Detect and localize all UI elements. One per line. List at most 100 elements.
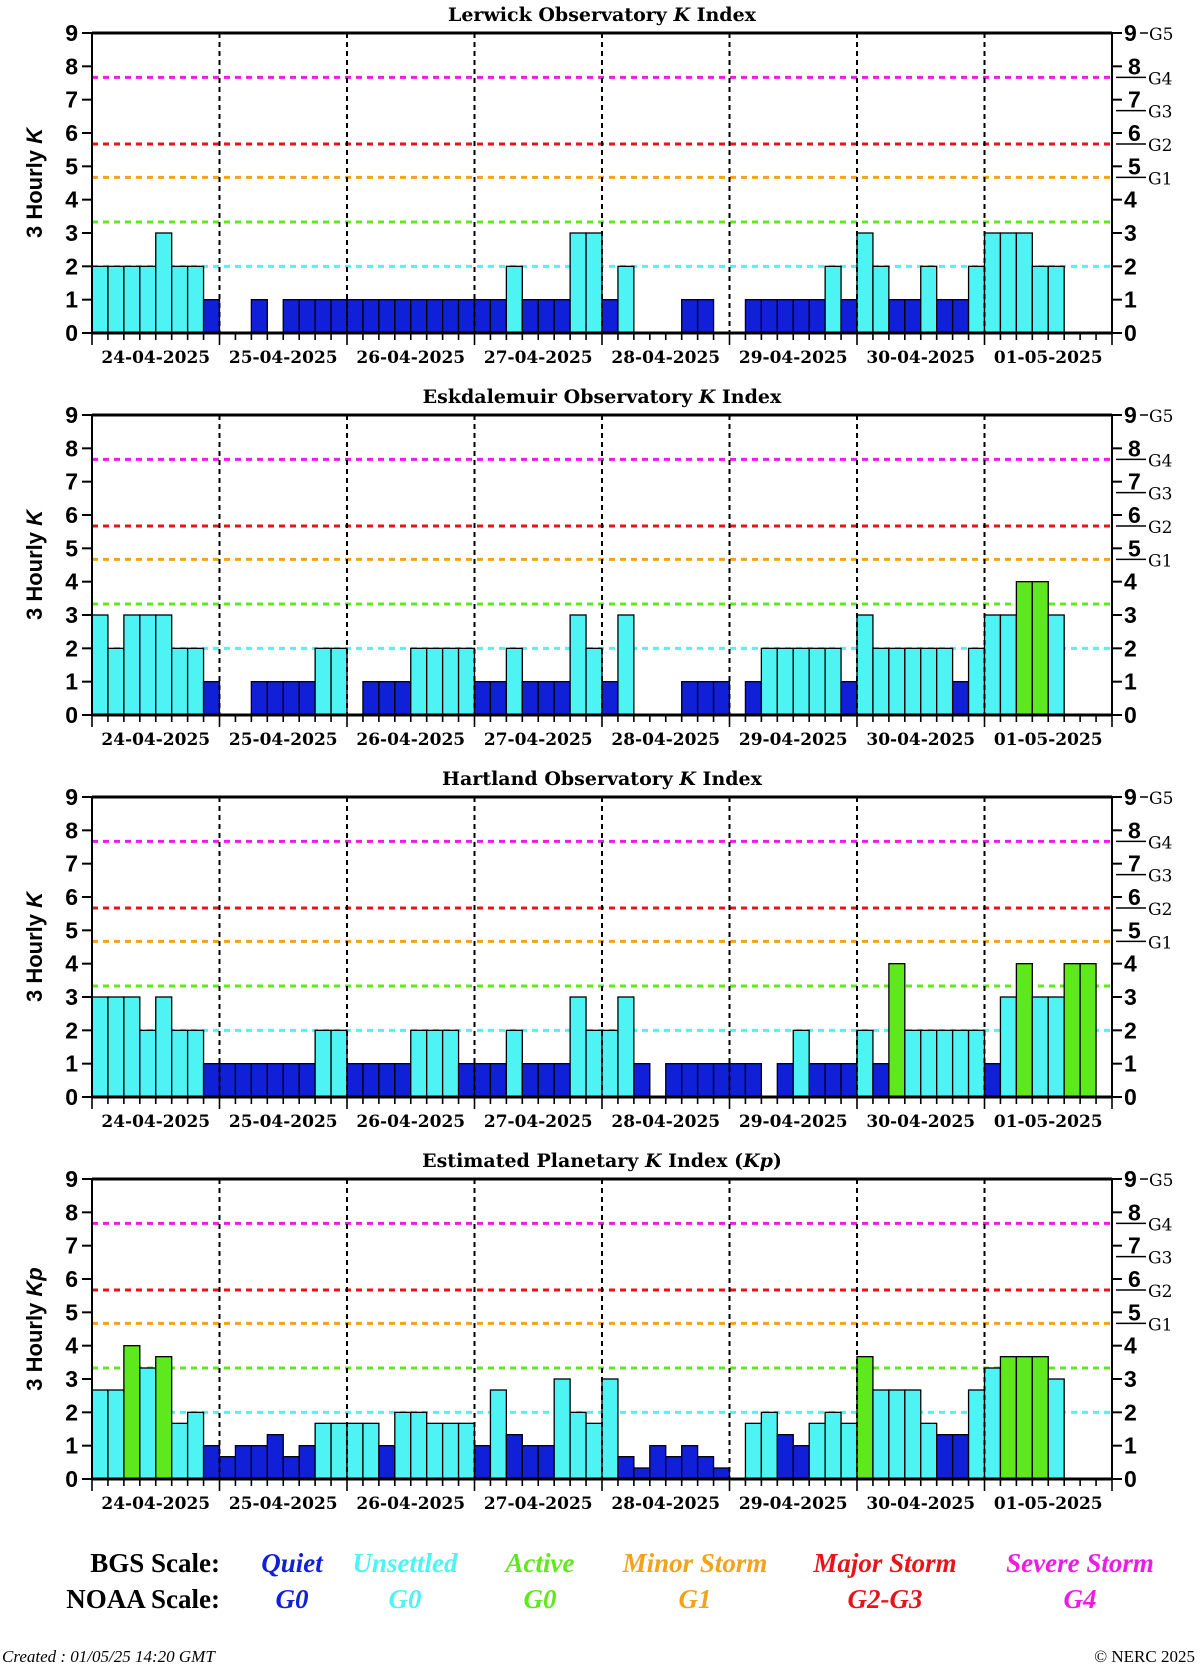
bar-56 (983, 614, 1002, 716)
panel-title: Eskdalemuir Observatory K Index (423, 386, 782, 408)
bar-45 (808, 1422, 826, 1480)
bar-60 (1047, 614, 1065, 716)
bar-12 (282, 1456, 300, 1480)
day-label: 26-04-2025 (356, 1494, 465, 1514)
bar-0 (91, 265, 109, 334)
bar-5 (171, 1029, 189, 1098)
g-scale-label: G2 (1148, 900, 1172, 920)
day-label: 01-05-2025 (994, 730, 1103, 750)
y-tick-label: 4 (65, 1333, 78, 1359)
bar-52 (920, 265, 938, 334)
y-tick-label: 6 (65, 502, 78, 528)
g-scale-k: 9 (1124, 1166, 1137, 1192)
g-scale-k: 6 (1128, 1266, 1141, 1292)
bar-26 (505, 647, 523, 716)
legend-noaa-major-storm: G2-G3 (847, 1584, 923, 1614)
bar-8 (218, 1063, 237, 1098)
day-label: 28-04-2025 (611, 730, 720, 750)
bar-38 (696, 1456, 715, 1480)
bar-11 (266, 681, 284, 716)
bar-10 (250, 299, 268, 334)
bar-32 (601, 1029, 619, 1098)
y-tick-label: 4 (65, 951, 78, 977)
right-scale-label: 3 (1124, 1366, 1137, 1392)
bar-45 (808, 299, 826, 334)
y-tick-label: 9 (65, 402, 78, 428)
bar-16 (346, 1422, 364, 1480)
bar-49 (872, 265, 890, 334)
bar-57 (999, 232, 1018, 334)
bar-16 (346, 1063, 364, 1098)
legend-noaa-minor-storm: G1 (678, 1584, 712, 1614)
bar-35 (649, 1445, 667, 1480)
y-tick-label: 4 (65, 187, 78, 213)
bar-12 (282, 681, 300, 716)
g-scale-label: G1 (1148, 551, 1172, 571)
y-tick-label: 6 (65, 884, 78, 910)
y-tick-label: 6 (65, 1266, 78, 1292)
bar-41 (744, 299, 763, 334)
day-label: 24-04-2025 (101, 1112, 210, 1132)
bar-4 (155, 232, 173, 334)
g-scale-k: 7 (1128, 469, 1141, 495)
bar-25 (489, 299, 508, 334)
bar-26 (505, 1029, 523, 1098)
bar-48 (856, 614, 874, 716)
bar-37 (681, 1063, 699, 1098)
bar-46 (824, 647, 842, 716)
bar-51 (904, 1389, 922, 1480)
legend-bgs-severe-storm: Severe Storm (1006, 1548, 1154, 1578)
right-scale-label: 3 (1124, 602, 1137, 628)
y-tick-label: 7 (65, 87, 78, 113)
bar-38 (696, 681, 715, 716)
y-tick-label: 4 (65, 569, 78, 595)
panel-1: Lerwick Observatory K Index 3 Hourly K 0 1 2… (22, 4, 1173, 368)
bar-19 (394, 1411, 412, 1480)
y-tick-label: 9 (65, 784, 78, 810)
y-tick-label: 2 (65, 253, 78, 279)
bar-47 (840, 299, 858, 334)
bar-56 (983, 1063, 1002, 1098)
bar-12 (282, 1063, 300, 1098)
day-label: 29-04-2025 (739, 1112, 848, 1132)
bar-50 (888, 1389, 906, 1480)
bar-47 (840, 1063, 858, 1098)
g-scale-label: G1 (1148, 169, 1172, 189)
legend-bgs-active: Active (505, 1548, 575, 1578)
y-tick-label: 0 (65, 1466, 78, 1492)
bar-10 (250, 1445, 268, 1480)
bar-44 (792, 647, 810, 716)
y-tick-label: 1 (65, 287, 78, 313)
legend: BGS Scale: Quiet Unsettled Active Minor … (0, 1548, 1203, 1628)
bar-18 (378, 1445, 396, 1480)
bar-38 (696, 299, 715, 334)
bar-49 (872, 647, 890, 716)
right-scale-label: 0 (1124, 1466, 1137, 1492)
day-label: 28-04-2025 (611, 1494, 720, 1514)
bar-13 (298, 1063, 316, 1098)
day-label: 01-05-2025 (994, 348, 1103, 368)
bar-55 (967, 1029, 986, 1098)
y-tick-label: 6 (65, 120, 78, 146)
y-tick-label: 2 (65, 635, 78, 661)
g-scale-k: 7 (1128, 851, 1141, 877)
y-tick-label: 5 (65, 153, 78, 179)
bar-21 (426, 1029, 444, 1098)
bar-51 (904, 299, 922, 334)
right-scale-label: 4 (1124, 951, 1137, 977)
bar-54 (951, 299, 970, 334)
right-scale-label: 0 (1124, 702, 1137, 728)
bar-27 (521, 681, 539, 716)
legend-noaa-active: G0 (523, 1584, 557, 1614)
bar-57 (999, 1356, 1018, 1480)
bar-22 (441, 1422, 460, 1480)
bar-14 (314, 1422, 332, 1480)
k-index-chart: Lerwick Observatory K Index 3 Hourly K 0 1 2… (22, 4, 1173, 1514)
g-scale-k: 5 (1128, 917, 1141, 943)
bar-14 (314, 299, 332, 334)
g-scale-label: G3 (1148, 867, 1172, 887)
day-label: 25-04-2025 (229, 1494, 338, 1514)
bar-28 (537, 299, 555, 334)
g-scale-k: 5 (1128, 535, 1141, 561)
day-label: 01-05-2025 (994, 1112, 1103, 1132)
